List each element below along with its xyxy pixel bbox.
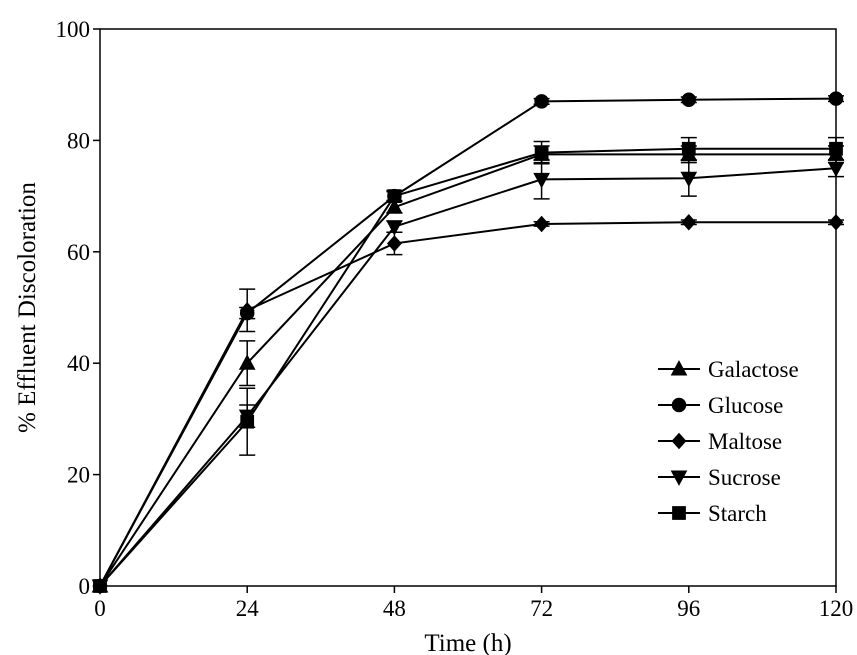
data-point-starch [387,189,402,203]
legend-marker-sucrose [670,470,688,486]
data-point-sucrose [533,172,550,189]
series-line-sucrose [99,167,837,587]
x-tick-label: 24 [236,596,260,621]
y-tick-label: 20 [67,463,90,488]
data-point-starch [240,414,255,429]
plot-frame [99,28,837,587]
legend-label: Galactose [708,357,799,382]
data-point-galactose [238,354,256,370]
x-axis-ticks: 0 24 48 72 96 120 [94,586,853,621]
x-tick-label: 72 [530,596,553,621]
data-point-maltose [681,214,697,231]
data-point-starch [681,141,696,156]
legend: Galactose Glucose Maltose Sucrose Starch [658,357,799,526]
legend-item-sucrose: Sucrose [658,465,781,490]
data-point-starch [829,141,843,156]
data-point-sucrose [386,220,403,236]
x-tick-label: 120 [819,596,854,621]
legend-item-glucose: Glucose [658,393,783,418]
legend-label: Glucose [708,393,783,418]
legend-item-galactose: Galactose [658,357,799,382]
series-sucrose [91,159,845,595]
data-point-galactose [386,198,403,214]
data-point-maltose [828,214,844,231]
y-tick-label: 60 [67,240,90,265]
data-point-sucrose [827,161,845,178]
x-axis-label: Time (h) [424,630,511,655]
x-tick-label: 0 [94,596,106,621]
x-tick-label: 96 [677,596,700,621]
legend-label: Sucrose [708,465,781,490]
series-line-glucose [99,97,837,587]
data-point-sucrose [680,171,698,188]
y-tick-label: 40 [67,351,90,376]
y-tick-label: 100 [56,17,91,42]
y-axis-ticks: 0 20 40 60 80 100 [56,17,100,599]
data-point-starch [534,145,549,160]
legend-marker-glucose [671,397,687,413]
legend-label: Maltose [708,429,782,454]
series-line-maltose [99,221,836,587]
y-tick-label: 80 [67,128,90,153]
series-starch [93,136,844,593]
legend-item-starch: Starch [658,501,767,526]
legend-marker-maltose [671,432,687,450]
data-point-glucose [681,92,697,107]
series-line-starch [99,147,836,587]
axes: 0 24 48 72 96 120 0 20 40 60 80 100 [56,17,854,621]
data-point-maltose [239,302,255,319]
x-tick-label: 48 [383,596,406,621]
series-layer [91,91,845,595]
data-point-maltose [534,215,550,233]
legend-item-maltose: Maltose [658,429,782,454]
y-tick-label: 0 [79,574,91,599]
legend-label: Starch [708,501,767,526]
legend-marker-starch [672,506,686,520]
data-point-starch [93,579,107,593]
y-axis-label: % Effluent Discoloration [14,182,41,433]
series-line-galactose [99,153,836,587]
data-point-maltose [386,235,402,252]
legend-marker-galactose [670,360,688,376]
data-point-glucose [828,91,844,106]
data-point-glucose [534,94,549,109]
